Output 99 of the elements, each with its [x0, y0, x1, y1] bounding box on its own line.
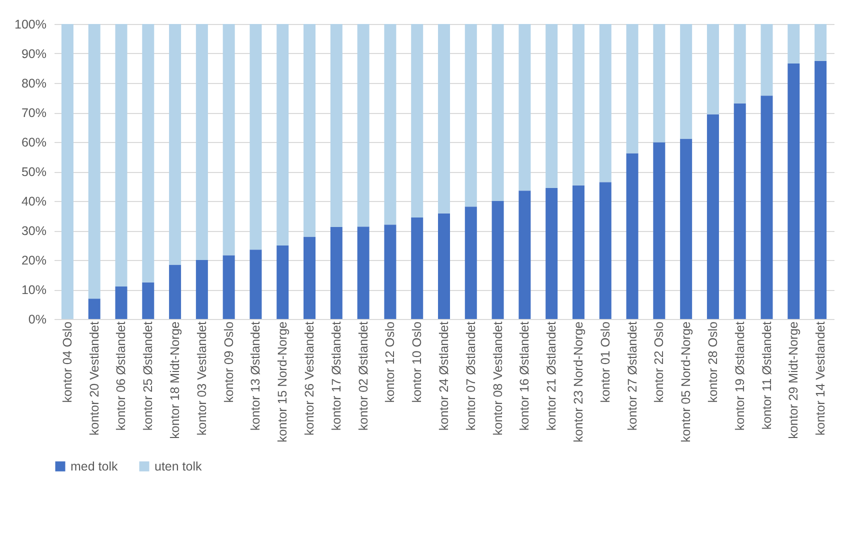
x-tick-label: kontor 22 Oslo — [652, 321, 666, 403]
bar — [384, 224, 396, 319]
bar — [222, 255, 235, 319]
x-tick-label: kontor 05 Nord-Norge — [679, 321, 694, 442]
x-tick-label: kontor 21 Østlandet — [544, 320, 559, 431]
bar — [61, 24, 74, 319]
y-tick-label: 30% — [21, 224, 46, 238]
bar — [196, 260, 208, 319]
x-tick-label: kontor 14 Vestlandet — [814, 320, 828, 436]
bar — [464, 24, 477, 207]
bar — [88, 298, 100, 319]
x-tick-label: kontor 29 Midt-Norge — [786, 321, 801, 439]
bar — [438, 24, 450, 214]
bar — [518, 190, 531, 319]
legend-label: uten tolk — [154, 459, 203, 474]
x-tick-label: kontor 07 Østlandet — [464, 320, 478, 431]
x-tick-label: kontor 11 Østlandet — [760, 320, 774, 430]
x-tick-label: kontor 20 Vestlandet — [87, 320, 102, 436]
bar — [653, 142, 666, 319]
bar — [330, 24, 342, 227]
x-tick-label: kontor 19 Østlandet — [732, 320, 747, 431]
bar — [546, 24, 558, 188]
x-tick-label: kontor 28 Oslo — [706, 321, 720, 403]
x-tick-label: kontor 09 Oslo — [222, 321, 236, 403]
x-tick-label: kontor 25 Østlandet — [141, 320, 156, 431]
bar — [599, 24, 612, 182]
y-tick-label: 0% — [28, 312, 46, 326]
bar — [115, 24, 128, 287]
y-tick-label: 80% — [21, 76, 46, 90]
bar — [438, 213, 450, 319]
x-tick-label: kontor 23 Nord-Norge — [571, 321, 586, 442]
bar — [169, 264, 182, 319]
bar — [626, 153, 638, 319]
bar — [546, 188, 558, 319]
x-tick-label: kontor 04 Oslo — [60, 321, 74, 403]
bar — [330, 226, 342, 319]
bar — [599, 182, 612, 319]
bar — [222, 24, 235, 256]
bar — [788, 24, 800, 64]
bar — [492, 24, 504, 201]
bar — [572, 24, 584, 186]
bar — [680, 24, 692, 139]
bar — [142, 282, 154, 319]
bar — [411, 24, 424, 218]
bar — [88, 24, 100, 299]
x-tick-label: kontor 18 Midt-Norge — [168, 321, 182, 439]
x-tick-label: kontor 12 Oslo — [383, 321, 398, 403]
y-tick-label: 10% — [21, 283, 46, 297]
y-tick-label: 50% — [21, 165, 46, 179]
bar — [734, 103, 746, 319]
x-tick-label: kontor 13 Østlandet — [248, 320, 263, 431]
y-tick-label: 90% — [21, 47, 46, 61]
x-tick-label: kontor 27 Østlandet — [625, 320, 640, 431]
x-tick-label: kontor 06 Østlandet — [114, 320, 128, 431]
bar — [706, 24, 719, 114]
bar — [357, 226, 370, 319]
bar — [760, 96, 773, 319]
x-tick-label: kontor 15 Nord-Norge — [276, 321, 290, 442]
bar — [115, 286, 128, 319]
y-tick-label: 70% — [21, 106, 46, 120]
bar — [653, 24, 666, 142]
bar — [572, 185, 584, 319]
legend-label: med tolk — [70, 459, 118, 474]
bar — [464, 206, 477, 319]
y-tick-label: 60% — [21, 136, 46, 150]
y-tick-label: 20% — [21, 254, 46, 268]
bar — [304, 236, 316, 319]
x-tick-label: kontor 03 Vestlandet — [194, 320, 209, 436]
x-tick-label: kontor 26 Vestlandet — [302, 320, 317, 436]
x-tick-label: kontor 02 Østlandet — [356, 320, 370, 431]
bar — [814, 60, 827, 319]
bar — [384, 24, 396, 225]
x-tick-label: kontor 17 Østlandet — [329, 320, 344, 431]
x-tick-label: kontor 10 Oslo — [410, 321, 424, 403]
x-tick-label: kontor 24 Østlandet — [437, 320, 451, 431]
bar — [250, 250, 262, 319]
bar — [814, 24, 827, 61]
x-tick-label: kontor 08 Vestlandet — [490, 320, 505, 436]
bar — [788, 64, 800, 319]
bar — [680, 138, 692, 319]
bar — [518, 24, 531, 191]
bar — [734, 24, 746, 104]
bar — [492, 201, 504, 319]
x-tick-label: kontor 01 Oslo — [598, 321, 612, 403]
bar — [760, 24, 773, 96]
bar — [411, 218, 424, 319]
y-tick-label: 100% — [14, 18, 46, 32]
bar — [169, 24, 182, 265]
bar — [142, 24, 154, 282]
x-tick-label: kontor 16 Østlandet — [518, 320, 532, 431]
bar — [276, 246, 289, 319]
bar — [706, 114, 719, 319]
bar — [196, 24, 208, 260]
y-tick-label: 40% — [21, 194, 46, 208]
bar — [357, 24, 370, 227]
bar — [276, 24, 289, 246]
bar — [250, 24, 262, 250]
bar — [626, 24, 638, 154]
bar — [304, 24, 316, 237]
